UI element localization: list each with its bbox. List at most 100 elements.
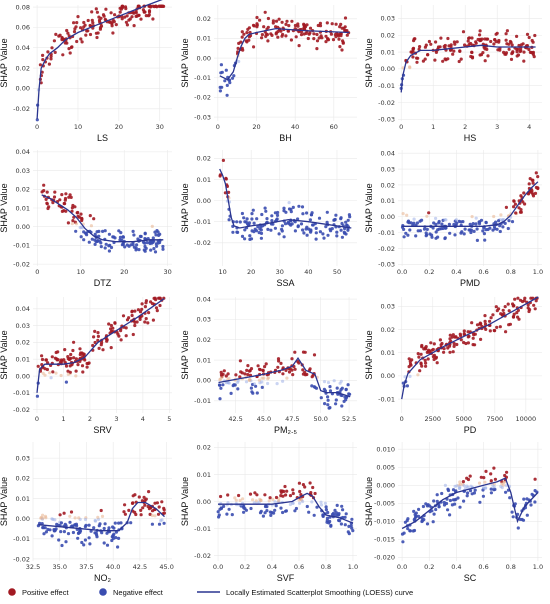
positive-point	[345, 33, 349, 37]
negative-point	[260, 380, 264, 384]
positive-point	[494, 305, 498, 309]
positive-point	[284, 368, 288, 372]
positive-point	[85, 365, 89, 369]
positive-point	[287, 24, 291, 28]
negative-point	[118, 235, 122, 239]
positive-point	[237, 493, 241, 498]
positive-point	[302, 22, 306, 26]
x-axis-label: PD	[464, 425, 477, 435]
negative-point	[404, 231, 408, 235]
y-tick-label: -0.010	[374, 518, 395, 526]
negative-point	[93, 238, 97, 242]
x-tick-label: 0.2	[424, 563, 434, 571]
negative-point	[156, 241, 160, 245]
positive-point	[52, 195, 57, 199]
positive-point	[66, 31, 70, 35]
positive-point	[493, 329, 497, 333]
negative-point	[233, 383, 237, 387]
negative-point	[467, 228, 471, 232]
positive-point	[68, 193, 72, 197]
negative-point	[277, 232, 281, 236]
negative-point	[422, 227, 427, 231]
negative-point	[314, 226, 318, 230]
positive-point	[130, 313, 134, 318]
y-tick-label: 0.00	[16, 515, 30, 523]
positive-point	[95, 35, 99, 40]
positive-point	[432, 342, 436, 346]
positive-point	[318, 21, 322, 25]
positive-point	[418, 45, 422, 49]
negative-point	[99, 245, 103, 249]
y-tick-label: -0.015	[374, 536, 395, 544]
positive-point	[503, 305, 507, 309]
positive-point	[68, 370, 72, 374]
y-tick-label: 0.02	[16, 64, 30, 72]
negative-point	[226, 501, 230, 505]
positive-point	[262, 25, 266, 29]
y-tick-label: 0.02	[381, 326, 395, 334]
positive-point	[264, 32, 268, 36]
negative-point	[432, 499, 436, 503]
negative-point	[240, 211, 244, 216]
positive-point	[276, 365, 280, 369]
positive-point	[109, 346, 113, 350]
positive-point	[454, 335, 458, 339]
negative-point	[483, 238, 487, 242]
negative-point	[79, 235, 83, 239]
positive-point	[411, 47, 415, 51]
positive-point	[505, 42, 509, 46]
negative-point	[325, 210, 329, 214]
negative-point	[107, 249, 111, 253]
x-tick-label: 0.4	[451, 563, 461, 571]
y-tick-label: -0.02	[13, 406, 30, 414]
negative-point	[52, 528, 56, 532]
negative-point	[218, 397, 222, 401]
loess-curve	[401, 477, 539, 530]
negative-point	[161, 247, 165, 251]
positive-point	[495, 325, 499, 329]
positive-point	[50, 355, 54, 359]
positive-point	[75, 21, 79, 25]
x-tick-label: 0.6	[294, 563, 304, 571]
y-tick-label: 0.03	[381, 303, 395, 311]
positive-point	[527, 47, 531, 52]
positive-point	[310, 375, 314, 379]
positive-point	[457, 59, 461, 64]
positive-point	[299, 33, 304, 37]
positive-point	[282, 489, 286, 494]
positive-point	[479, 337, 483, 341]
negative-point	[250, 212, 254, 216]
y-axis-label: SHAP Value	[180, 38, 190, 87]
y-tick-label: -0.020	[374, 554, 395, 562]
positive-point	[341, 41, 345, 45]
negative-point	[472, 491, 476, 495]
positive-point	[510, 43, 514, 47]
positive-point	[523, 296, 527, 300]
y-tick-label: -0.01	[194, 397, 211, 405]
negative-point	[252, 382, 256, 386]
y-tick-label: 0.03	[381, 165, 395, 173]
negative-point	[218, 507, 222, 511]
positive-point	[144, 497, 148, 501]
positive-point	[121, 314, 126, 318]
positive-point	[76, 363, 80, 367]
negative-point	[315, 505, 319, 509]
positive-point	[508, 322, 512, 326]
loess-curve	[218, 356, 351, 398]
negative-point	[436, 235, 440, 239]
negative-point	[412, 217, 416, 221]
negative-point	[457, 486, 461, 490]
positive-point	[424, 361, 428, 365]
negative-point	[434, 222, 438, 226]
positive-point	[277, 359, 281, 363]
negative-point	[113, 521, 117, 525]
positive-point	[510, 52, 514, 56]
y-axis-label: SHAP Value	[364, 38, 374, 87]
y-tick-label: -0.01	[378, 82, 395, 90]
negative-point	[59, 521, 64, 525]
positive-point	[329, 32, 333, 36]
positive-point	[226, 372, 230, 376]
positive-point	[309, 491, 313, 495]
positive-point	[158, 296, 162, 300]
positive-point	[343, 16, 348, 20]
